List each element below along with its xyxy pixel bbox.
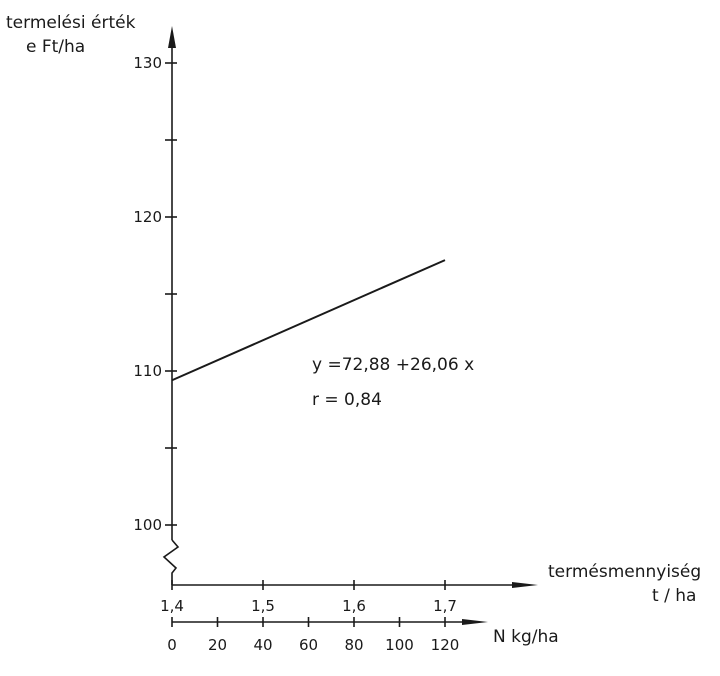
y-tick-label: 110 <box>133 362 162 380</box>
secondary-x-tick-label: 20 <box>208 636 227 654</box>
x-tick-label: 1,6 <box>342 597 366 615</box>
x-tick-label: 1,4 <box>160 597 184 615</box>
secondary-x-axis-label: N kg/ha <box>493 627 559 647</box>
x-axis-label: termésmennyiség <box>548 562 701 582</box>
y-axis-arrow <box>168 26 176 48</box>
y-axis-break <box>162 539 180 585</box>
secondary-x-tick-label: 40 <box>253 636 272 654</box>
y-axis-unit-label: e Ft/ha <box>26 37 85 57</box>
x-tick-label: 1,5 <box>251 597 275 615</box>
regression-equation: y =72,88 +26,06 x <box>312 355 474 375</box>
secondary-x-tick-label: 0 <box>167 636 177 654</box>
secondary-x-axis-arrow <box>462 619 488 625</box>
x-axis-arrow <box>512 582 538 588</box>
y-tick-label: 130 <box>133 54 162 72</box>
secondary-x-tick-label: 80 <box>344 636 363 654</box>
x-tick-label: 1,7 <box>433 597 457 615</box>
y-tick-label: 120 <box>133 208 162 226</box>
secondary-x-tick-label: 120 <box>431 636 460 654</box>
secondary-x-tick-label: 100 <box>385 636 414 654</box>
secondary-x-tick-label: 60 <box>299 636 318 654</box>
y-axis-label: termelési érték <box>6 13 136 33</box>
x-axis-unit-label: t / ha <box>652 586 696 606</box>
correlation-coefficient: r = 0,84 <box>312 390 382 410</box>
regression-line <box>171 259 446 382</box>
y-tick-label: 100 <box>133 516 162 534</box>
